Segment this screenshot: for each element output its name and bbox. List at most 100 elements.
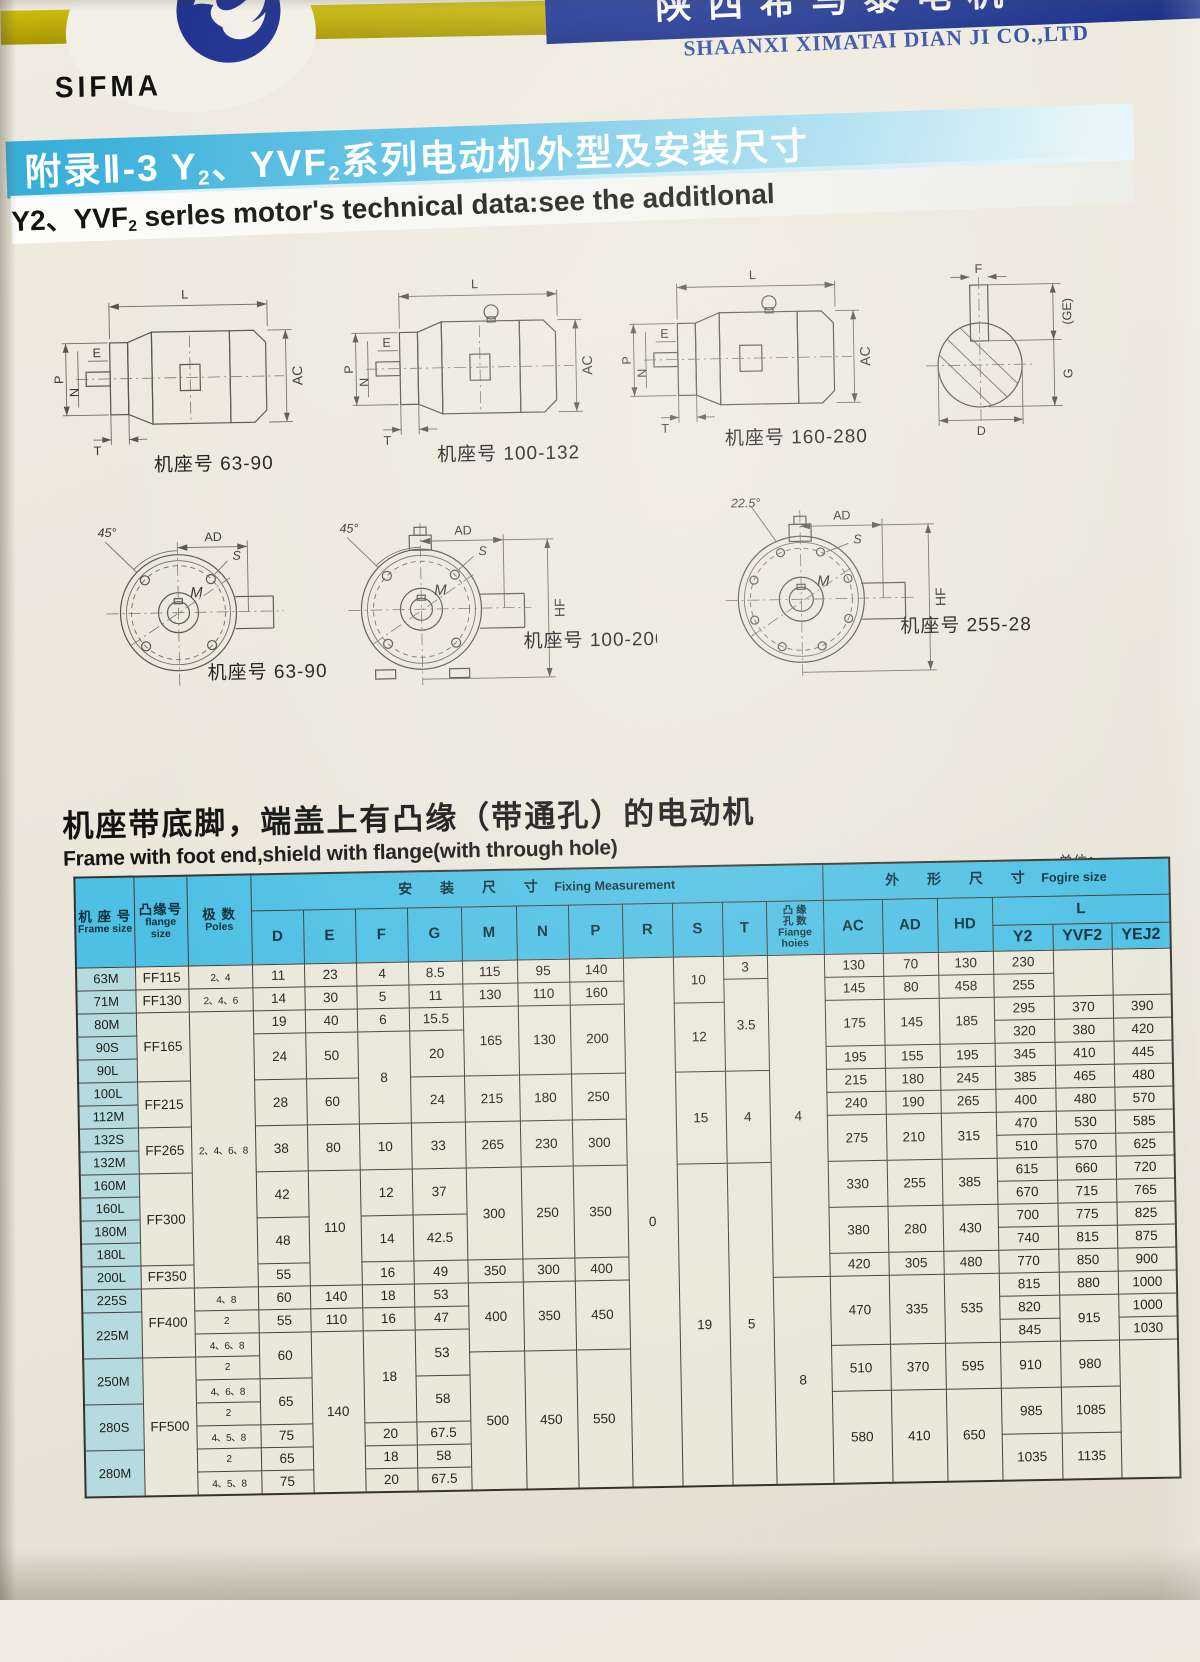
- data-cell: FF400: [141, 1288, 195, 1358]
- diagram-caption: 机座号 63-90: [154, 452, 274, 476]
- data-cell: 470: [830, 1275, 890, 1345]
- data-cell: 570: [1056, 1133, 1115, 1157]
- data-cell: [1112, 948, 1172, 995]
- data-cell: 825: [1117, 1201, 1176, 1225]
- data-cell: 4: [356, 962, 408, 986]
- data-cell: 2: [195, 1355, 259, 1379]
- data-cell: 60: [258, 1285, 310, 1309]
- dim-label: AC: [289, 366, 305, 386]
- dim-label: S: [853, 532, 862, 546]
- side-view-100-132-diagram: L P N E AC T 机座号 100-132: [340, 263, 624, 468]
- data-cell: 4、6、8: [195, 1332, 259, 1356]
- dim-label: D: [977, 424, 986, 438]
- data-cell: 230: [520, 1120, 573, 1167]
- data-cell: 335: [889, 1274, 945, 1344]
- data-cell: 165: [463, 1006, 519, 1076]
- data-cell: 350: [467, 1258, 522, 1282]
- data-cell: 53: [414, 1283, 468, 1307]
- col-header-p: P: [568, 904, 623, 959]
- data-cell: 470: [996, 1111, 1056, 1135]
- data-cell: 765: [1116, 1178, 1175, 1202]
- data-cell: 53: [415, 1328, 470, 1375]
- data-cell: 60: [306, 1077, 359, 1124]
- dim-label: N: [357, 378, 371, 387]
- data-cell: 20: [365, 1467, 417, 1491]
- data-cell: 24: [410, 1076, 465, 1123]
- angle-label: 45°: [339, 521, 358, 535]
- data-cell: [1053, 949, 1113, 996]
- data-cell: 180: [519, 1074, 572, 1121]
- data-cell: 275: [827, 1114, 887, 1161]
- data-cell: [1119, 1338, 1181, 1478]
- front-view-255-280-diagram: 22.5° AD S M HF 机座号 255-280: [689, 490, 1033, 691]
- data-cell: 1135: [1062, 1432, 1122, 1480]
- data-cell: 985: [1001, 1387, 1062, 1434]
- data-cell: 80: [307, 1123, 360, 1170]
- data-cell: 580: [832, 1390, 893, 1484]
- data-cell: 265: [940, 1089, 995, 1113]
- frame-size-cell: 90L: [78, 1059, 137, 1083]
- dim-label: L: [181, 287, 188, 301]
- data-cell: FF300: [139, 1173, 194, 1266]
- diagram-caption: 机座号 255-280: [900, 613, 1033, 638]
- data-cell: 5: [727, 1162, 777, 1485]
- frame-size-cell: 112M: [79, 1105, 138, 1129]
- data-cell: 250: [571, 1073, 626, 1120]
- data-cell: 2: [196, 1401, 260, 1425]
- data-cell: 155: [885, 1044, 940, 1068]
- dim-label: M: [190, 584, 203, 601]
- data-cell: 14: [361, 1215, 414, 1262]
- data-cell: 95: [517, 959, 569, 983]
- dim-label: HF: [932, 587, 948, 606]
- frame-size-cell: 225M: [82, 1311, 142, 1358]
- data-cell: 480: [1114, 1063, 1173, 1087]
- diagram-caption: 机座号 100-200: [523, 628, 658, 653]
- dim-label: AD: [833, 508, 851, 522]
- scanned-catalog-page: { "header": { "company_en": "SHAANXI XIM…: [0, 0, 1200, 1600]
- data-cell: 410: [1055, 1041, 1114, 1065]
- data-cell: 19: [677, 1163, 733, 1486]
- angle-label: 22.5°: [730, 496, 761, 511]
- data-cell: 11: [252, 963, 304, 987]
- col-header-g: G: [407, 907, 462, 962]
- col-header-hd: HD: [937, 897, 993, 952]
- data-cell: 4、6、8: [196, 1378, 260, 1402]
- dim-label: E: [92, 346, 101, 360]
- data-cell: 1085: [1061, 1386, 1121, 1433]
- data-cell: 140: [310, 1284, 362, 1308]
- data-cell: 215: [464, 1075, 520, 1122]
- data-cell: 49: [413, 1260, 467, 1284]
- data-cell: 245: [940, 1066, 995, 1090]
- data-cell: 880: [1059, 1271, 1118, 1295]
- data-cell: 385: [995, 1065, 1055, 1089]
- dim-label: G: [1061, 368, 1075, 378]
- dim-label: (GE): [1060, 298, 1074, 325]
- data-cell: 5: [356, 985, 408, 1009]
- data-cell: 10: [673, 956, 724, 1003]
- data-cell: 400: [995, 1088, 1055, 1112]
- data-cell: 70: [883, 952, 938, 976]
- data-cell: 615: [997, 1157, 1057, 1181]
- data-cell: FF165: [136, 1012, 190, 1082]
- col-header-e: E: [303, 909, 356, 964]
- data-cell: 65: [261, 1446, 313, 1470]
- data-cell: 240: [826, 1091, 885, 1115]
- data-cell: 720: [1116, 1155, 1175, 1179]
- dim-label: P: [342, 365, 356, 374]
- data-cell: 15: [675, 1071, 727, 1164]
- data-cell: 130: [462, 983, 517, 1007]
- data-cell: 740: [998, 1226, 1058, 1250]
- data-cell: FF500: [142, 1357, 198, 1496]
- side-view-160-280-diagram: L P N E AC T 机座号 160-280: [618, 253, 902, 453]
- col-header-d: D: [251, 909, 304, 964]
- data-cell: 255: [887, 1159, 943, 1206]
- data-cell: 37: [412, 1168, 467, 1215]
- data-cell: 595: [945, 1342, 1001, 1389]
- frame-size-cell: 71M: [76, 990, 135, 1014]
- frame-size-cell: 63M: [76, 967, 135, 991]
- data-cell: 420: [1113, 1017, 1172, 1041]
- data-cell: 60: [259, 1331, 312, 1378]
- dim-label: N: [635, 369, 649, 378]
